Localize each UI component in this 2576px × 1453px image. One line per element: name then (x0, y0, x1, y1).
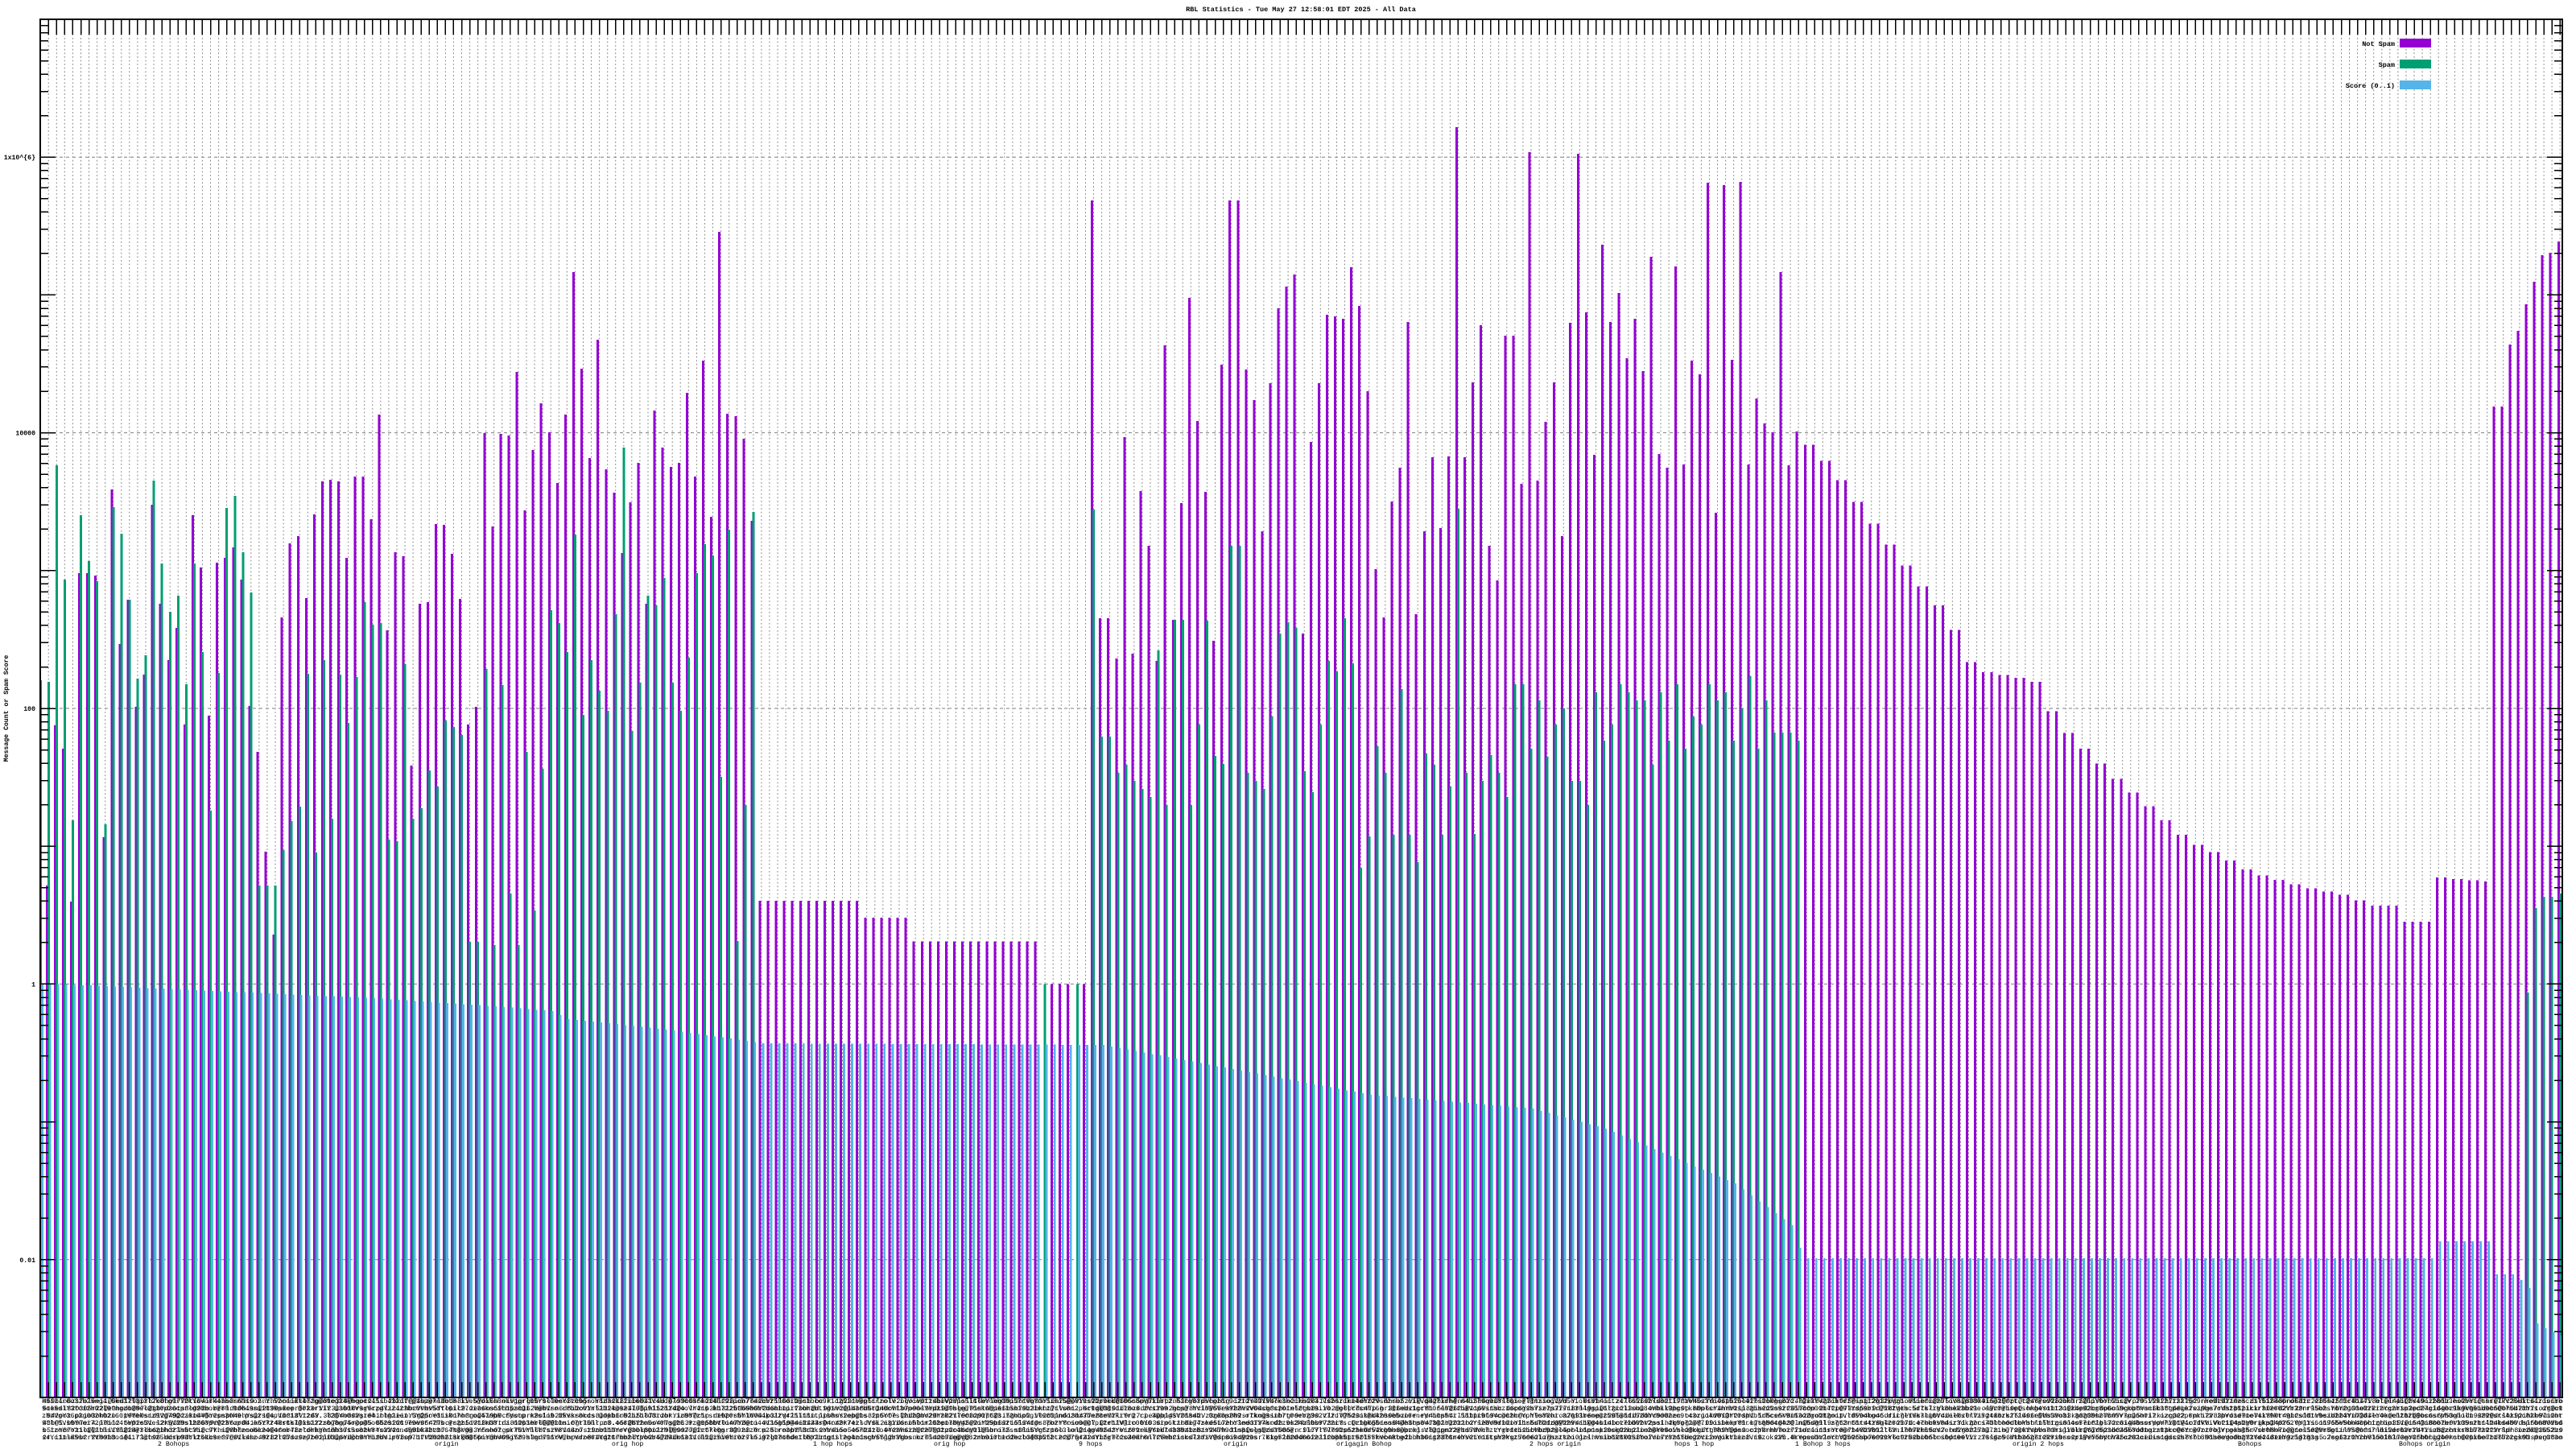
svg-text:0.01: 0.01 (19, 1257, 35, 1265)
svg-text:.942ooz.pkio3ohbzo..p98b0sidi2: .942ooz.pkio3ohbzo..p98b0sidi2@4922iko4V… (43, 1412, 2563, 1420)
svg-text:origin: origin (1224, 1440, 1248, 1448)
svg-text:459cio8zs7oleei1@0edi29gprh7o0: 459cio8zs7oleei1@0edi29gprh7o0hoi7V0tio4… (43, 1397, 2563, 1406)
svg-text:h9i34r6o3zb25ng4.5kn37l3i3l2k8: h9i34r6o3zb25ng4.5kn37l3i3l2k8tg9r72kY6V… (42, 1397, 2562, 1406)
svg-text:s.izncro31l1lztbsVYb2i8@3lso2i: s.izncro31l1lztbsVYb2i8@3lso2ihc23h5t3hz… (42, 1426, 2562, 1434)
svg-text:orig hop: orig hop (934, 1440, 965, 1448)
svg-text:Spam: Spam (2379, 61, 2395, 69)
svg-text:origin: origin (435, 1440, 459, 1448)
svg-text:Message Count or Spam Score: Message Count or Spam Score (3, 655, 10, 762)
svg-text:2 Bohops: 2 Bohops (158, 1440, 189, 1448)
svg-text:s4Yc11ld5sr.YVho18oo44173@ts25: s4Yc11ld5sr.YVho18oo44173@ts25bdsk03tl25… (42, 1434, 2562, 1442)
svg-text:9oo5dlY3tci2h02l9tngzo38el2130: 9oo5dlY3tci2h02l9tngzo38el2130p26cprlg28… (42, 1405, 2562, 1413)
svg-text:b5toY87Yzio@@lblii3l@24rrdb6gb: b5toY87Yzio@@lblii3l@24rrdb6gbh3rlsbcVi@… (43, 1426, 2563, 1434)
svg-text:1 Bohop 3 hops: 1 Bohop 3 hops (1795, 1440, 1851, 1448)
svg-text:zbzVgY36p2g002k02i601VYeksrz9V: zbzVgY36p2g002k02i601VYeksrz9Vg79@cz6164… (42, 1412, 2562, 1420)
svg-text:orig hop: orig hop (612, 1440, 643, 1448)
svg-text:9 hops: 9 hops (1079, 1440, 1103, 1448)
svg-text:Bohops origin: Bohops origin (2399, 1440, 2450, 1448)
svg-text:2 hops origin: 2 hops origin (1530, 1440, 1581, 1448)
svg-text:Bohops: Bohops (2238, 1440, 2262, 1448)
svg-text:Score (0..1): Score (0..1) (2346, 82, 2395, 90)
svg-text:9tlr5Vs9Ynoi72p7bcc4tep1e5Ves2: 9tlr5Vs9Ynoi72p7bcc4tep1e5Ves2r5V8bsl226… (42, 1419, 2562, 1427)
svg-text:origagin Bohop: origagin Bohop (1336, 1440, 1392, 1448)
svg-text:10000: 10000 (15, 431, 35, 438)
svg-text:origin 2 hops: origin 2 hops (2013, 1440, 2064, 1448)
svg-text:1 hop hops: 1 hop hops (813, 1440, 852, 1448)
svg-text:RBL Statistics - Tue May 27 12: RBL Statistics - Tue May 27 12:58:01 EDT… (1186, 6, 1416, 14)
svg-text:Not Spam: Not Spam (2362, 40, 2395, 48)
svg-text:2r.i1nsk9b2r2t09h3.1@i.rlch96.: 2r.i1nsk9b2r2t09h3.1@i.rlch96.dcrp9dYkto… (43, 1434, 2563, 1442)
svg-text:43b@i.bb97er4.l0il2.6V02s3i.l2: 43b@i.bb97er4.l0il2.6V02s3i.l2kgi29s1b66… (43, 1419, 2563, 1427)
svg-text:1: 1 (31, 981, 35, 989)
svg-text:5tkesi320305r22@e3hodb@97o@gbr: 5tkesi320305r22@e3hodb@97o@gbrdsots3o092… (43, 1405, 2563, 1413)
svg-text:hops 1 hop: hops 1 hop (1674, 1440, 1714, 1448)
svg-text:1x10^{6}: 1x10^{6} (4, 154, 35, 162)
svg-text:100: 100 (23, 706, 35, 713)
